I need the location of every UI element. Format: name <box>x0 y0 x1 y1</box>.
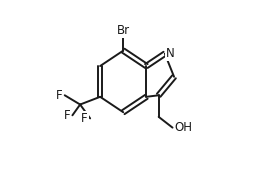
Text: F: F <box>56 89 62 102</box>
Text: N: N <box>166 47 175 60</box>
Text: F: F <box>64 109 70 122</box>
Text: F: F <box>81 112 88 125</box>
Text: Br: Br <box>117 24 130 37</box>
Text: OH: OH <box>175 121 193 134</box>
